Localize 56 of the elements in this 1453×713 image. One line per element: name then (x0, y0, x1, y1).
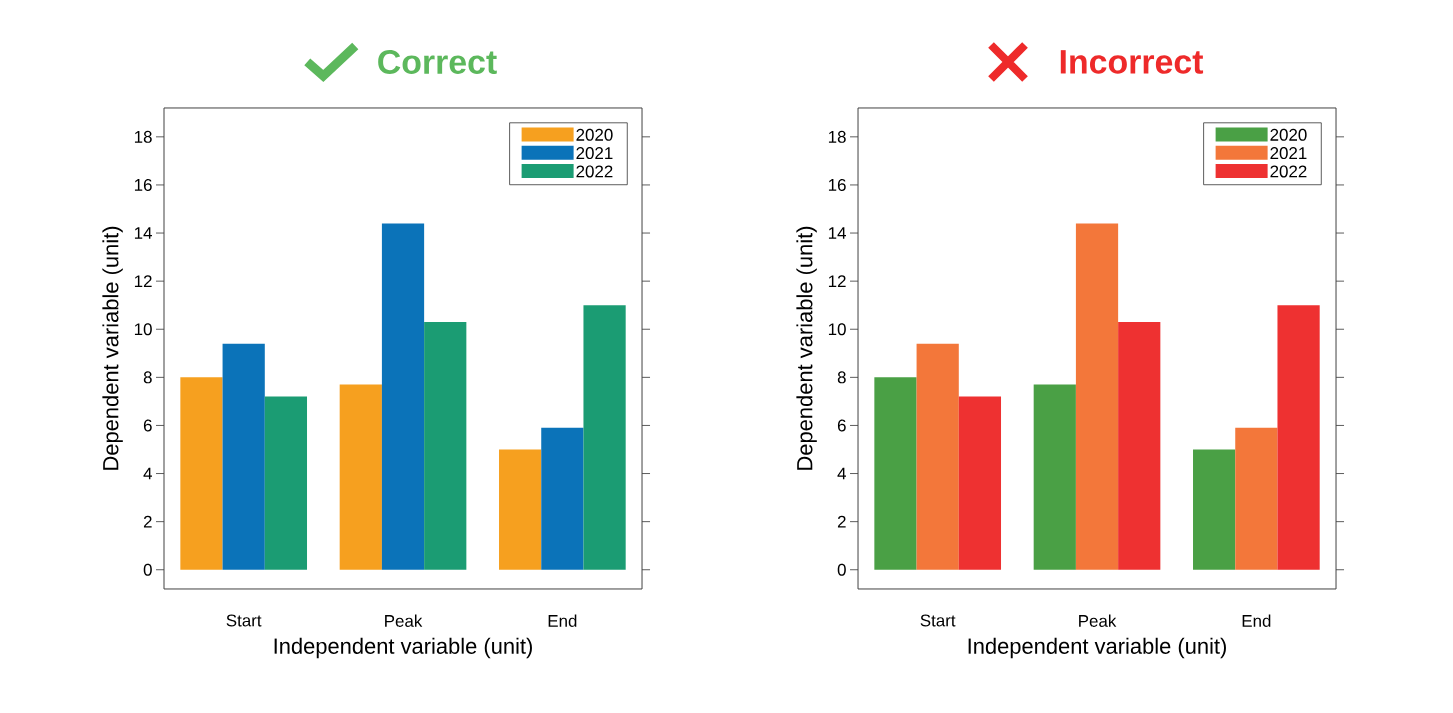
bar (1118, 322, 1161, 570)
y-tick-label: 2 (143, 515, 152, 528)
y-tick-label: 8 (143, 371, 152, 384)
y-tick-label: 0 (837, 563, 846, 576)
y-tick-label: 18 (828, 130, 846, 143)
y-tick-label: 14 (828, 227, 846, 239)
bar (264, 396, 308, 570)
y-tick-label: 18 (134, 130, 152, 143)
legend-label: 2021 (576, 147, 613, 160)
bar (381, 223, 425, 570)
bar (1193, 449, 1236, 570)
x-tick-label: Start (920, 614, 956, 627)
y-axis-title: Dependent variable (unit) (796, 226, 817, 470)
y-tick-label: 4 (837, 467, 846, 480)
y-tick-label: 2 (837, 515, 846, 528)
x-axis-title: Independent variable (unit) (274, 637, 532, 659)
bar (541, 427, 584, 570)
legend-label: 2020 (576, 128, 613, 141)
legend-label: 2021 (1270, 147, 1307, 160)
bar (499, 449, 542, 570)
y-tick-label: 4 (143, 467, 152, 480)
bar (339, 384, 382, 570)
bar (1075, 223, 1119, 570)
x-tick-label: Start (226, 614, 262, 627)
bar (916, 343, 959, 570)
x-axis-title: Independent variable (unit) (968, 637, 1226, 659)
x-tick-label: End (1242, 614, 1271, 627)
chart-title: Correct (378, 49, 497, 74)
y-tick-label: 14 (134, 227, 152, 239)
bar (424, 322, 467, 570)
bar (874, 377, 917, 570)
x-tick-label: Peak (1079, 614, 1117, 627)
y-tick-label: 12 (134, 275, 152, 288)
legend-label: 2020 (1270, 128, 1307, 141)
y-tick-label: 12 (828, 275, 846, 288)
y-tick-label: 16 (828, 178, 846, 191)
bar (583, 305, 626, 570)
y-tick-label: 10 (134, 323, 152, 336)
bar (180, 377, 223, 570)
bar (222, 343, 265, 570)
y-tick-label: 6 (837, 419, 846, 432)
chart-title: Incorrect (1060, 50, 1204, 74)
bar (1033, 384, 1076, 570)
bar (958, 396, 1002, 570)
x-tick-label: Peak (385, 614, 423, 627)
legend-label: 2022 (576, 165, 613, 178)
y-tick-label: 0 (143, 563, 152, 576)
y-tick-label: 10 (828, 323, 846, 336)
y-axis-title: Dependent variable (unit) (102, 226, 123, 470)
y-tick-label: 8 (837, 371, 846, 384)
bar (1235, 427, 1278, 570)
y-tick-label: 6 (143, 419, 152, 432)
x-tick-label: End (548, 614, 577, 627)
legend-label: 2022 (1270, 165, 1307, 178)
y-tick-label: 16 (134, 178, 152, 191)
bar (1277, 305, 1320, 570)
